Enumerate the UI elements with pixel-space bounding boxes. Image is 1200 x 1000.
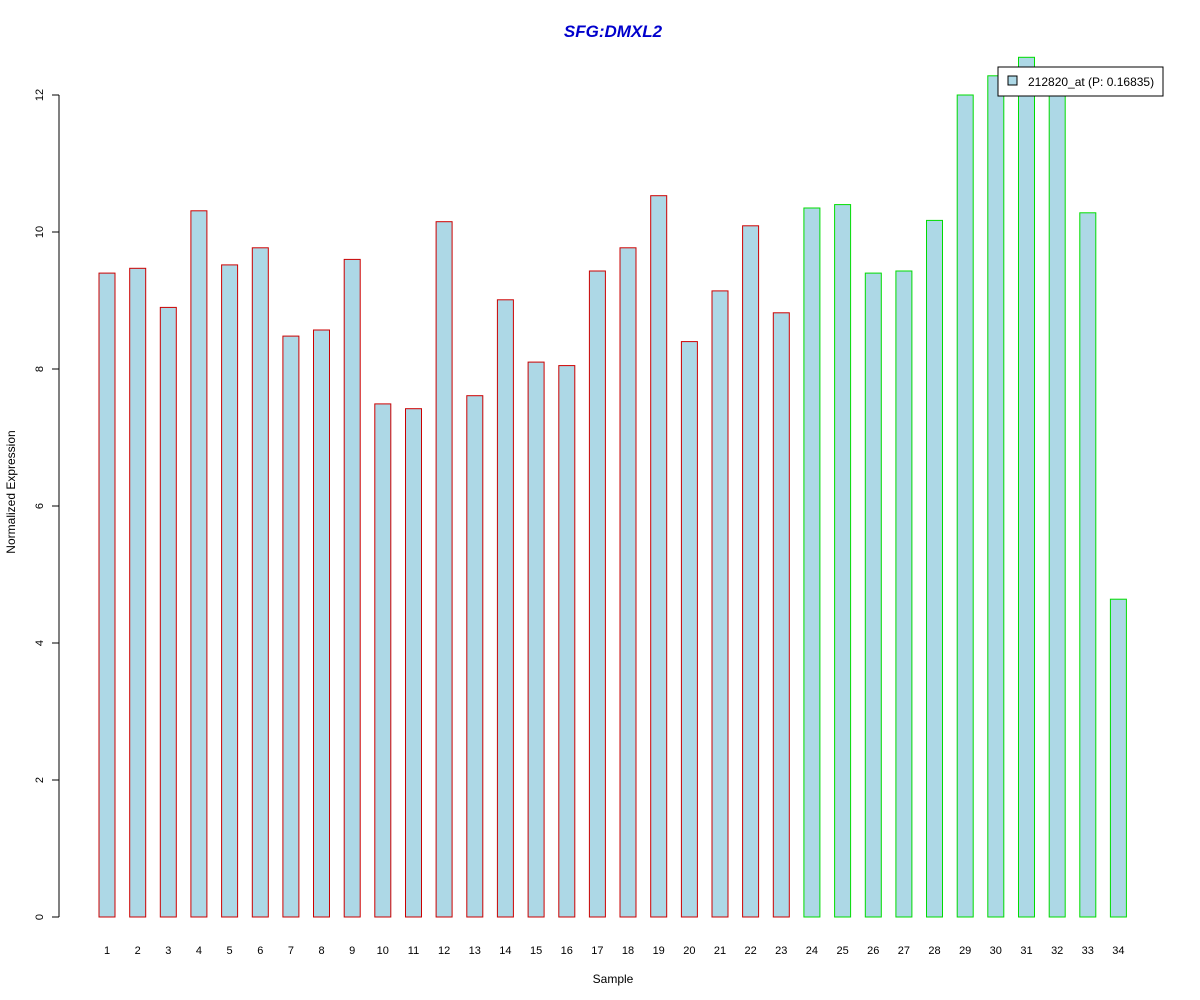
x-tick-label: 24 bbox=[806, 945, 818, 957]
x-tick-label: 31 bbox=[1020, 945, 1032, 957]
y-tick-label: 8 bbox=[34, 366, 46, 372]
y-tick-label: 6 bbox=[34, 503, 46, 509]
bar-sample-24 bbox=[803, 207, 821, 918]
bar-sample-13 bbox=[466, 395, 484, 918]
bar-sample-31 bbox=[1018, 56, 1035, 918]
y-tick-label: 12 bbox=[34, 89, 46, 101]
x-tick-label: 8 bbox=[318, 945, 324, 957]
bar-sample-28 bbox=[926, 219, 943, 918]
bar-sample-22 bbox=[742, 225, 760, 918]
x-tick-label: 22 bbox=[744, 945, 756, 957]
x-tick-label: 23 bbox=[775, 945, 787, 957]
x-tick-label: 1 bbox=[104, 945, 110, 957]
x-tick-label: 5 bbox=[227, 945, 233, 957]
x-tick-label: 30 bbox=[990, 945, 1002, 957]
x-tick-label: 18 bbox=[622, 945, 634, 957]
y-axis: 0 2 4 6 8 10 12 bbox=[34, 89, 60, 920]
x-tick-label: 2 bbox=[135, 945, 141, 957]
x-tick-label: 16 bbox=[561, 945, 573, 957]
x-tick-label: 20 bbox=[683, 945, 695, 957]
x-tick-label: 11 bbox=[408, 945, 419, 957]
x-tick-label: 14 bbox=[499, 945, 511, 957]
x-tick-label: 10 bbox=[377, 945, 389, 957]
x-tick-label: 29 bbox=[959, 945, 971, 957]
bar-sample-9 bbox=[343, 258, 361, 918]
bar-sample-2 bbox=[129, 267, 147, 918]
bar-sample-4 bbox=[190, 210, 208, 918]
bar-sample-25 bbox=[834, 204, 852, 918]
x-tick-label: 7 bbox=[288, 945, 294, 957]
bar-sample-23 bbox=[772, 312, 790, 918]
x-tick-label: 28 bbox=[928, 945, 940, 957]
bar-sample-12 bbox=[435, 221, 453, 918]
x-tick-label: 17 bbox=[591, 945, 603, 957]
legend: 212820_at (P: 0.16835) bbox=[997, 66, 1164, 97]
y-tick-label: 4 bbox=[34, 640, 46, 646]
bar-sample-30 bbox=[987, 75, 1005, 918]
x-tick-label: 13 bbox=[469, 945, 481, 957]
bar-sample-8 bbox=[313, 329, 330, 918]
bar-sample-17 bbox=[588, 270, 606, 918]
bar-sample-6 bbox=[251, 247, 269, 918]
x-tick-label: 6 bbox=[257, 945, 263, 957]
bar-sample-26 bbox=[864, 272, 882, 918]
x-tick-label: 25 bbox=[836, 945, 848, 957]
bar-sample-15 bbox=[527, 361, 545, 918]
bar-sample-21 bbox=[711, 290, 729, 918]
bar-sample-5 bbox=[221, 264, 239, 918]
x-tick-label: 26 bbox=[867, 945, 879, 957]
bar-sample-3 bbox=[159, 306, 177, 918]
x-tick-label: 19 bbox=[653, 945, 665, 957]
y-tick-label: 10 bbox=[34, 226, 46, 238]
bar-sample-18 bbox=[619, 247, 637, 918]
legend-box bbox=[997, 66, 1164, 97]
y-tick-label: 0 bbox=[34, 914, 46, 920]
bar-sample-16 bbox=[558, 365, 576, 918]
y-axis-label: Normalized Expression bbox=[4, 430, 18, 553]
x-tick-label: 12 bbox=[438, 945, 450, 957]
bar-sample-14 bbox=[496, 299, 514, 918]
x-tick-label: 9 bbox=[349, 945, 355, 957]
legend-label: 212820_at (P: 0.16835) bbox=[1028, 75, 1154, 89]
x-axis-label: Sample bbox=[593, 972, 634, 986]
bar-sample-29 bbox=[956, 94, 974, 918]
x-tick-label: 3 bbox=[165, 945, 171, 957]
bar-sample-10 bbox=[374, 403, 392, 918]
bar-sample-11 bbox=[405, 408, 422, 918]
x-tick-label: 33 bbox=[1082, 945, 1094, 957]
x-axis: 1 2 3 4 5 6 7 8 9 10 11 12 13 14 15 16 17 18 19 20 21 22 23 24 2… bbox=[104, 945, 1125, 957]
x-tick-label: 4 bbox=[196, 945, 202, 957]
x-tick-label: 27 bbox=[898, 945, 910, 957]
x-tick-label: 34 bbox=[1112, 945, 1124, 957]
bar-sample-7 bbox=[282, 335, 300, 918]
legend-swatch bbox=[1007, 75, 1018, 86]
bars bbox=[98, 56, 1127, 918]
chart-title: SFG:DMXL2 bbox=[564, 22, 663, 41]
x-tick-label: 15 bbox=[530, 945, 542, 957]
bar-sample-33 bbox=[1079, 212, 1097, 918]
bar-sample-34 bbox=[1109, 598, 1127, 918]
bar-sample-19 bbox=[650, 195, 668, 918]
x-tick-label: 21 bbox=[714, 945, 726, 957]
bar-sample-27 bbox=[895, 270, 913, 918]
bar-sample-20 bbox=[680, 341, 698, 918]
bar-sample-1 bbox=[98, 272, 116, 918]
bar-sample-32 bbox=[1048, 91, 1066, 918]
x-tick-label: 32 bbox=[1051, 945, 1063, 957]
y-tick-label: 2 bbox=[34, 777, 46, 783]
